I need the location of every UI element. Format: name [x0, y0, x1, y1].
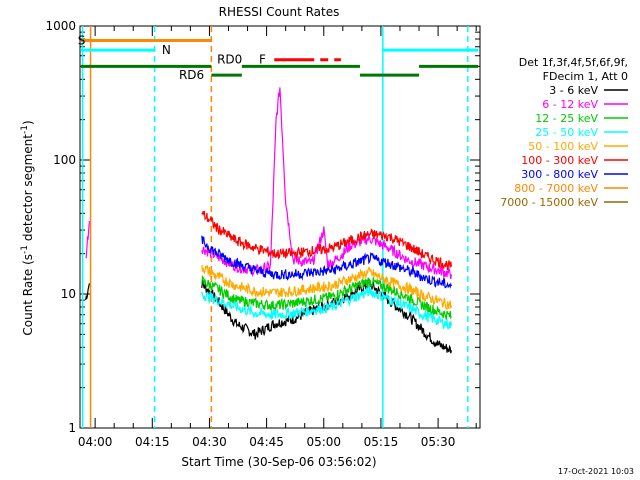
series-line: [201, 235, 452, 289]
x-axis-label: Start Time (30-Sep-06 03:56:02): [181, 455, 376, 469]
legend-entry-label: 12 - 25 keV: [535, 112, 598, 125]
y-axis-label: Count Rate (s-1 detector segment-1): [20, 120, 35, 335]
legend-entry-label: 100 - 300 keV: [521, 154, 598, 167]
legend-entry-label: 50 - 100 keV: [528, 140, 598, 153]
legend: Det 1f,3f,4f,5f,6f,9f, FDecim 1, Att 0 3…: [500, 56, 628, 209]
state-bars: S N RD0 RD6 F: [78, 33, 479, 82]
axis-ticks: [80, 26, 480, 429]
series-line: [201, 275, 452, 320]
x-tick-label: 04:00: [78, 435, 113, 449]
series-line: [201, 211, 452, 271]
legend-entry-label: 6 - 12 keV: [542, 98, 598, 111]
chart-title: RHESSI Count Rates: [219, 5, 340, 19]
y-tick-label: 1: [68, 421, 76, 435]
y-tick-label: 100: [53, 153, 76, 167]
x-tick-labels: 04:00 04:15 04:30 04:45 05:00 05:15 05:30: [78, 435, 456, 449]
series-line: [201, 264, 452, 310]
x-tick-label: 05:30: [421, 435, 456, 449]
x-tick-label: 05:00: [306, 435, 341, 449]
label-F: F: [259, 53, 266, 67]
legend-entry-label: 3 - 6 keV: [549, 84, 598, 97]
x-tick-label: 05:15: [364, 435, 399, 449]
x-tick-label: 04:15: [135, 435, 170, 449]
legend-entry-label: 7000 - 15000 keV: [500, 196, 598, 209]
x-tick-label: 04:30: [192, 435, 227, 449]
legend-entry-label: 800 - 7000 keV: [514, 182, 598, 195]
legend-entry-label: 300 - 800 keV: [521, 168, 598, 181]
legend-header-1: Det 1f,3f,4f,5f,6f,9f,: [519, 56, 628, 69]
label-RD0: RD0: [217, 52, 242, 66]
y-tick-label: 10: [61, 287, 76, 301]
series-line: [201, 285, 452, 330]
label-N: N: [162, 43, 171, 57]
series-line: [85, 221, 90, 259]
label-RD6: RD6: [179, 68, 204, 82]
legend-header-2: FDecim 1, Att 0: [543, 70, 628, 83]
y-tick-label: 1000: [45, 19, 76, 33]
series-line: [85, 283, 90, 301]
legend-entry-label: 25 - 50 keV: [535, 126, 598, 139]
label-S: S: [78, 33, 86, 47]
series-layer: [81, 26, 469, 428]
timestamp: 17-Oct-2021 10:03: [558, 467, 634, 476]
y-tick-labels: 1 10 100 1000: [45, 19, 76, 435]
plot-frame: [79, 25, 481, 429]
x-tick-label: 04:45: [249, 435, 284, 449]
